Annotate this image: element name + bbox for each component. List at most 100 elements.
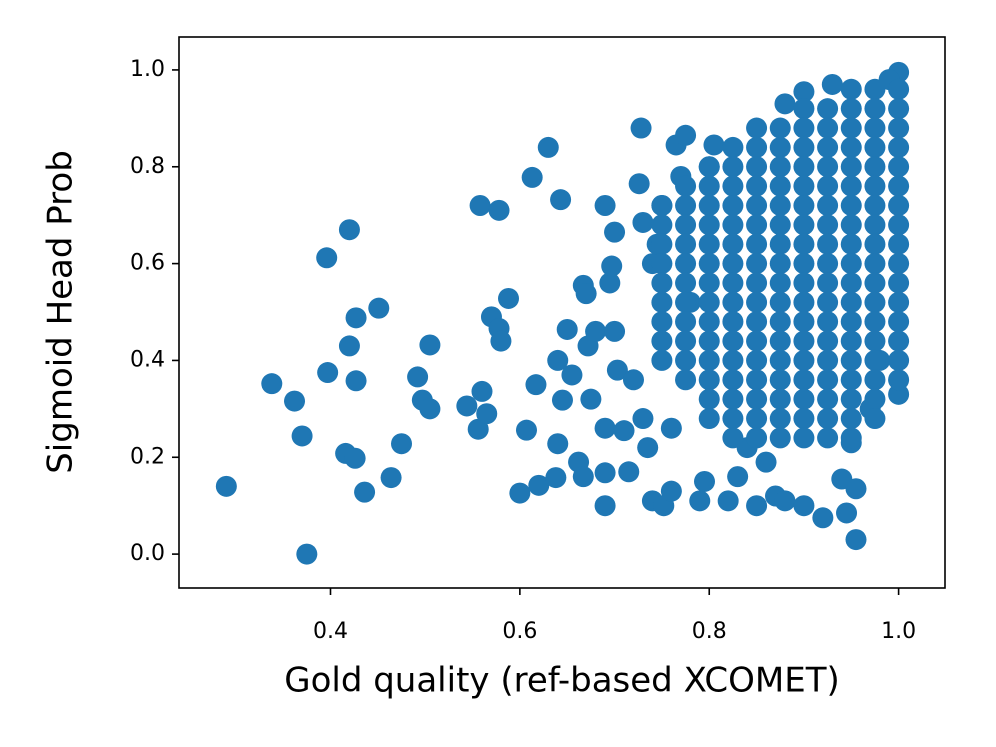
point <box>817 98 839 120</box>
point <box>864 214 886 236</box>
point <box>476 403 498 425</box>
point <box>746 408 768 430</box>
point <box>888 233 910 255</box>
point <box>660 480 682 502</box>
point <box>769 408 791 430</box>
point <box>746 194 768 216</box>
y-axis-label: Sigmoid Head Prob <box>41 150 81 474</box>
point <box>769 330 791 352</box>
point <box>556 318 578 340</box>
point <box>888 136 910 158</box>
point <box>675 233 697 255</box>
point <box>793 311 815 333</box>
point <box>528 474 550 496</box>
point <box>840 98 862 120</box>
point <box>261 373 283 395</box>
point <box>888 253 910 275</box>
point <box>746 117 768 139</box>
point <box>675 330 697 352</box>
x-tick-label: 0.4 <box>313 619 348 644</box>
point <box>864 272 886 294</box>
point <box>545 467 567 489</box>
y-tick-label: 0.6 <box>130 251 165 276</box>
point <box>354 481 376 503</box>
point <box>840 253 862 275</box>
point <box>840 156 862 178</box>
point <box>651 253 673 275</box>
x-axis-label: Gold quality (ref-based XCOMET) <box>284 661 840 701</box>
point <box>793 175 815 197</box>
point <box>864 194 886 216</box>
point <box>746 233 768 255</box>
point <box>769 272 791 294</box>
x-tick-label: 0.6 <box>502 619 537 644</box>
point <box>888 311 910 333</box>
point <box>864 98 886 120</box>
point <box>840 408 862 430</box>
point <box>698 253 720 275</box>
point <box>689 490 711 512</box>
point <box>888 349 910 371</box>
point <box>864 175 886 197</box>
point <box>769 175 791 197</box>
point <box>864 408 886 430</box>
point <box>888 383 910 405</box>
point <box>630 117 652 139</box>
point <box>675 194 697 216</box>
point <box>888 330 910 352</box>
point <box>746 253 768 275</box>
point <box>215 475 237 497</box>
point <box>793 291 815 313</box>
point <box>812 507 834 529</box>
point <box>840 175 862 197</box>
point <box>651 194 673 216</box>
point <box>840 233 862 255</box>
point <box>817 136 839 158</box>
point <box>698 408 720 430</box>
point <box>675 311 697 333</box>
point <box>755 451 777 473</box>
point <box>864 253 886 275</box>
point <box>675 214 697 236</box>
point <box>793 369 815 391</box>
point <box>675 291 697 313</box>
point <box>746 311 768 333</box>
point <box>888 98 910 120</box>
point <box>585 320 607 342</box>
point <box>864 369 886 391</box>
point <box>651 311 673 333</box>
point <box>469 194 491 216</box>
point <box>840 272 862 294</box>
point <box>488 199 510 221</box>
y-tick-label: 0.0 <box>130 541 165 566</box>
point <box>864 117 886 139</box>
point <box>717 490 739 512</box>
point <box>651 233 673 255</box>
point <box>632 211 654 233</box>
point <box>746 495 768 517</box>
point <box>601 255 623 277</box>
point <box>722 349 744 371</box>
point <box>296 543 318 565</box>
point <box>774 490 796 512</box>
point <box>550 189 572 211</box>
point <box>419 398 441 420</box>
x-tick-label: 1.0 <box>881 619 916 644</box>
point <box>746 330 768 352</box>
point <box>727 466 749 488</box>
point <box>456 395 478 417</box>
point <box>746 427 768 449</box>
point <box>793 427 815 449</box>
point <box>467 418 489 440</box>
point <box>864 233 886 255</box>
point <box>606 359 628 381</box>
point <box>572 466 594 488</box>
point <box>722 156 744 178</box>
point <box>746 214 768 236</box>
point <box>769 311 791 333</box>
point <box>817 311 839 333</box>
point <box>622 369 644 391</box>
point <box>864 388 886 410</box>
point <box>840 136 862 158</box>
point <box>575 283 597 305</box>
